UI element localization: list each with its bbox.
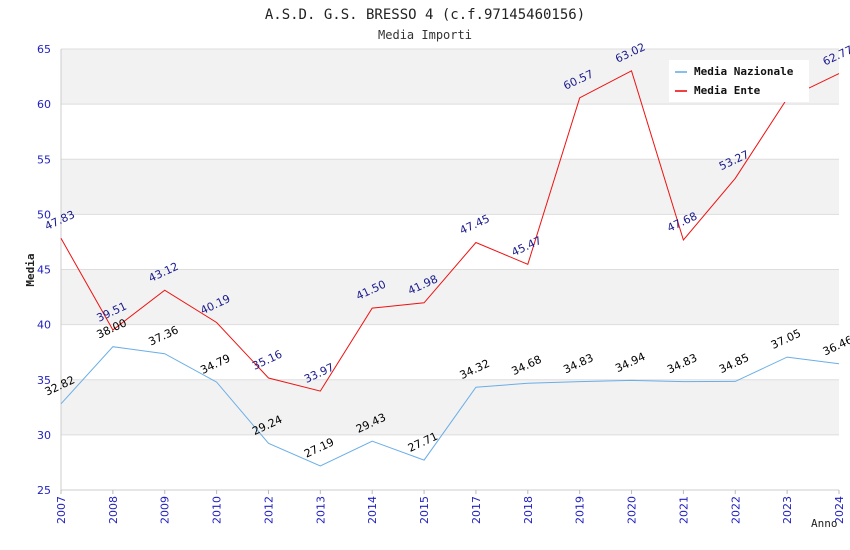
y-tick-labels: 25 30 35 40 45 50 55 60 65 (37, 43, 51, 497)
x-tick-2023: 2023 (781, 496, 794, 524)
y-axis-label: Media (24, 253, 37, 286)
x-tick-2014: 2014 (366, 496, 379, 524)
x-tick-2007: 2007 (55, 496, 68, 524)
x-tick-2008: 2008 (107, 496, 120, 524)
data-label-media-nazionale-2023: 37.05 (769, 327, 803, 352)
x-tick-2012: 2012 (262, 496, 275, 524)
y-tick-30: 30 (37, 429, 51, 442)
data-label-media-nazionale-2022: 34.85 (717, 351, 751, 376)
data-label-media-nazionale-2021: 34.83 (665, 351, 699, 376)
y-tick-60: 60 (37, 98, 51, 111)
plot-background-bands (61, 49, 839, 435)
band-50 (61, 159, 839, 215)
x-tick-2009: 2009 (159, 496, 172, 524)
y-tick-50: 50 (37, 208, 51, 221)
x-tick-2019: 2019 (574, 496, 587, 524)
chart-title: A.S.D. G.S. BRESSO 4 (c.f.97145460156) (265, 7, 585, 23)
legend-box (669, 60, 809, 102)
chart-subtitle: Media Importi (378, 28, 472, 42)
data-label-media-ente-2012: 35.16 (250, 348, 284, 373)
data-label-media-nazionale-2020: 34.94 (613, 350, 647, 375)
y-tick-55: 55 (37, 153, 51, 166)
y-tick-25: 25 (37, 484, 51, 497)
legend-label-media-nazionale: Media Nazionale (694, 65, 794, 78)
y-tick-45: 45 (37, 264, 51, 277)
band-30 (61, 379, 839, 435)
band-40 (61, 269, 839, 325)
legend-label-media-ente: Media Ente (694, 84, 761, 97)
series-line-media-ente (60, 70, 840, 392)
data-label-media-ente-2017: 47.45 (458, 212, 492, 237)
x-tick-2020: 2020 (626, 496, 639, 524)
y-tick-35: 35 (37, 374, 51, 387)
series-lines (60, 70, 840, 467)
x-tick-2024: 2024 (833, 496, 846, 524)
grid-lines (61, 48, 839, 491)
legend: Media Nazionale Media Ente (669, 60, 809, 102)
y-tick-40: 40 (37, 319, 51, 332)
data-label-media-nazionale-2018: 34.68 (510, 353, 544, 378)
x-axis-label: Anno (811, 517, 838, 530)
y-tick-65: 65 (37, 43, 51, 56)
axes (60, 49, 840, 494)
data-label-media-nazionale-2019: 34.83 (561, 351, 595, 376)
x-tick-2022: 2022 (729, 496, 742, 524)
data-label-media-nazionale-2009: 37.36 (147, 323, 181, 348)
x-tick-2017: 2017 (470, 496, 483, 524)
data-label-media-nazionale-2010: 34.79 (198, 352, 232, 377)
x-tick-2021: 2021 (677, 496, 690, 524)
series-line-media-nazionale (60, 346, 840, 467)
data-label-media-nazionale-2017: 34.32 (458, 357, 492, 382)
x-tick-2013: 2013 (314, 496, 327, 524)
data-label-media-nazionale-2024: 36.46 (821, 333, 850, 358)
data-label-media-ente-2018: 45.47 (510, 234, 544, 259)
x-tick-labels: 2007 2008 2009 2010 2012 2013 2014 2015 2017 2018… (55, 496, 846, 524)
x-tick-2010: 2010 (211, 496, 224, 524)
x-tick-2015: 2015 (418, 496, 431, 524)
data-label-media-nazionale-2013: 27.19 (302, 435, 336, 460)
x-tick-2018: 2018 (522, 496, 535, 524)
